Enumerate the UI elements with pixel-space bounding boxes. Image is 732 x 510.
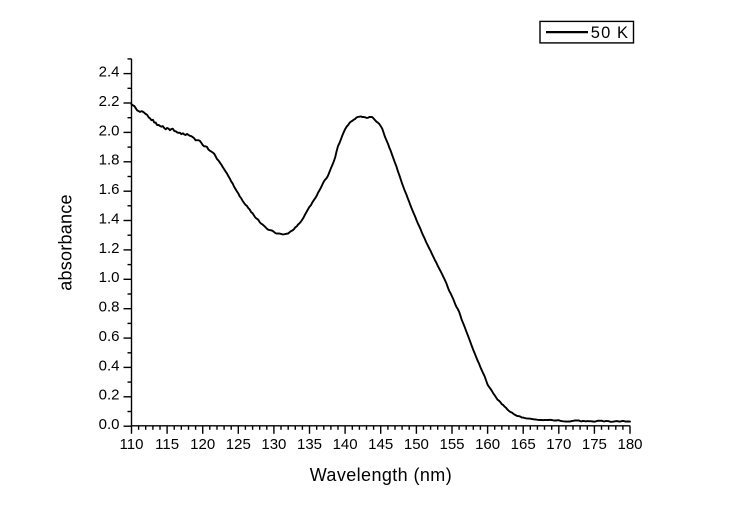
svg-text:0.0: 0.0 (99, 416, 120, 433)
svg-text:135: 135 (297, 436, 322, 453)
svg-text:175: 175 (582, 436, 607, 453)
svg-text:155: 155 (439, 436, 464, 453)
svg-text:140: 140 (333, 436, 358, 453)
svg-text:50 K: 50 K (591, 24, 629, 42)
svg-text:1.6: 1.6 (99, 181, 120, 198)
svg-text:160: 160 (475, 436, 500, 453)
svg-text:2.0: 2.0 (99, 122, 120, 139)
svg-text:1.0: 1.0 (99, 269, 120, 286)
svg-text:1.2: 1.2 (99, 240, 120, 257)
svg-text:125: 125 (226, 436, 251, 453)
svg-text:0.8: 0.8 (99, 299, 120, 316)
svg-text:150: 150 (404, 436, 429, 453)
svg-text:1.4: 1.4 (99, 210, 120, 227)
svg-text:2.2: 2.2 (99, 93, 120, 110)
svg-text:120: 120 (190, 436, 215, 453)
svg-text:110: 110 (120, 436, 144, 453)
svg-text:0.4: 0.4 (99, 357, 120, 374)
svg-text:2.4: 2.4 (99, 64, 120, 81)
svg-text:115: 115 (155, 436, 179, 453)
svg-text:1.8: 1.8 (99, 152, 120, 169)
svg-text:absorbance: absorbance (56, 194, 76, 291)
svg-text:Wavelength (nm): Wavelength (nm) (310, 465, 452, 485)
svg-text:170: 170 (546, 436, 571, 453)
svg-text:130: 130 (261, 436, 286, 453)
svg-text:0.6: 0.6 (99, 328, 120, 345)
svg-text:145: 145 (368, 436, 393, 453)
svg-text:165: 165 (511, 436, 536, 453)
svg-text:0.2: 0.2 (99, 387, 120, 404)
svg-text:180: 180 (617, 436, 642, 453)
